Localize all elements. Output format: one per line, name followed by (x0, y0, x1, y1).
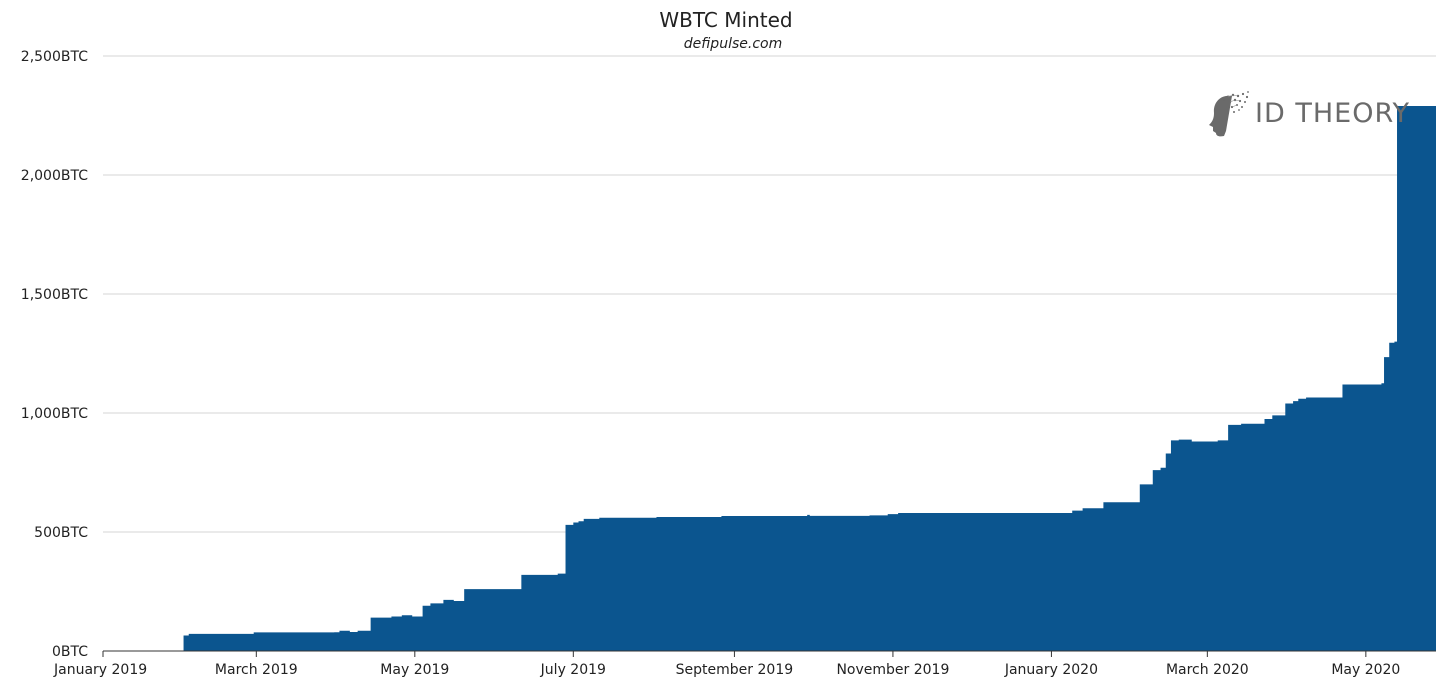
chart-title: WBTC Minted (659, 8, 792, 32)
area-layer (103, 105, 1436, 652)
y-tick-label: 2,000BTC (21, 168, 88, 184)
x-tick-label: March 2020 (1166, 662, 1249, 678)
x-tick-label: March 2019 (215, 662, 298, 678)
chart-subtitle: defipulse.com (684, 36, 782, 52)
y-axis-ticks: 0BTC 500BTC 1,000BTC 1,500BTC 2,000BTC 2,500B… (21, 49, 88, 660)
y-tick-label: 1,000BTC (21, 406, 88, 422)
series-area-0 (103, 105, 1436, 652)
x-tick-label: January 2020 (1004, 662, 1098, 678)
x-tick-label: January 2019 (53, 662, 147, 678)
y-tick-label: 0BTC (52, 644, 88, 660)
y-tick-label: 500BTC (34, 525, 88, 541)
y-tick-label: 1,500BTC (21, 287, 88, 303)
x-tick-label: September 2019 (676, 662, 793, 678)
logo-text: ID THEORY (1255, 98, 1410, 129)
x-tick-label: May 2019 (380, 662, 449, 678)
x-tick-label: November 2019 (836, 662, 949, 678)
id-theory-logo: ID THEORY (1209, 91, 1410, 137)
head-silhouette-icon (1209, 91, 1249, 137)
x-axis-ticks: January 2019 March 2019 May 2019 July 2019 S… (53, 651, 1400, 678)
x-tick-label: May 2020 (1331, 662, 1400, 678)
y-tick-label: 2,500BTC (21, 49, 88, 65)
x-tick-label: July 2019 (540, 662, 606, 678)
